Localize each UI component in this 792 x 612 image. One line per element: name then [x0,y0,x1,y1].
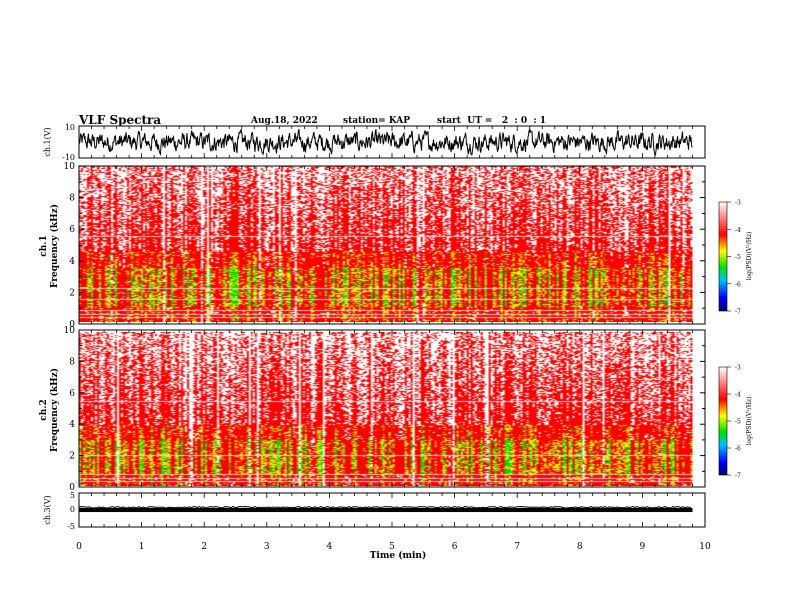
x-tick-label: 4 [327,542,333,552]
ch2-spec-ytick-label: 6 [69,389,75,399]
x-tick-label: 7 [514,542,520,552]
colorbar-ch2-tick-label: -7 [735,473,741,480]
x-axis-label: Time (min) [370,550,427,561]
colorbar-ch2-tick-label: -5 [735,419,741,426]
ch1-spectrogram [79,166,693,322]
ch3-trace [79,507,693,513]
ch3-ytick-bottom: -5 [67,522,75,531]
ch3-ytick-top: 5 [70,491,75,500]
chart-title: VLF Spectra [79,113,162,127]
ch1-spec-ytick-label: 4 [69,257,75,267]
colorbar-ch2-label: log(PSD)(V²/Hz) [746,397,753,446]
ch2-spec-ylabel-line2: Frequency (kHz) [49,368,60,452]
ch2-spectrogram [79,332,693,486]
ch2-spec-ytick-label: 0 [69,483,75,493]
ch1-ytick-bottom: -10 [62,153,75,162]
colorbar-ch2-tick-label: -4 [735,392,741,399]
station-label: station= KAP [343,116,411,126]
ch2-spec-ytick-label: 2 [69,452,75,462]
ch1-ylabel: ch.1(V) [43,127,52,156]
ch2-spec-ytick-label: 10 [64,326,76,336]
ch1-spec-ylabel-line2: Frequency (kHz) [49,204,60,288]
ch2-spec-ylabel-line1: ch.2 [39,399,49,420]
start-time-label: start UT = 2 : 0 : 1 [437,116,547,126]
x-tick-label: 1 [139,542,145,552]
colorbar-ch1-tick-label: -6 [735,281,741,288]
ch3-ytick-mid: 0 [70,505,75,514]
ch3-ylabel: ch.3(V) [43,495,52,524]
x-tick-label: 2 [201,542,207,552]
colorbar-ch1-label: log(PSD)(V²/Hz) [746,232,753,281]
x-tick-label: 5 [389,542,395,552]
ch2-spectrogram-panel: 0 2 4 6 8 10 ch.2 Frequency (kHz) [39,326,706,493]
ch1-spec-ytick-label: 8 [69,194,75,204]
ch1-waveform-panel: 10 -10 ch.1(V) [43,123,706,162]
x-tick-label: 0 [76,542,82,552]
x-axis: 0 1 2 3 4 5 6 7 8 9 10 [76,126,711,552]
colorbar-ch1-tick-label: -7 [735,309,741,316]
ch1-spec-ytick-label: 0 [69,320,75,330]
ch1-trace [78,129,693,157]
ch1-spec-ytick-label: 2 [69,288,75,298]
ch1-spec-ylabel-line1: ch.1 [39,235,49,256]
x-tick-label: 10 [699,542,711,552]
date-label: Aug.18, 2022 [251,116,318,126]
ch1-ytick-top: 10 [65,123,75,132]
colorbar-ch1-tick-label: -3 [735,200,741,207]
ch1-spec-ytick-label: 6 [69,225,75,235]
ch2-spec-ytick-label: 4 [69,420,75,430]
ch2-spec-ytick-label: 8 [69,357,75,367]
colorbar-ch2-tick-label: -3 [735,365,741,372]
ch3-waveform-panel: 5 0 -5 ch.3(V) [43,491,706,531]
colorbar-ch1: -3 -4 -5 -6 -7 log(PSD)(V²/Hz) [718,200,753,316]
x-tick-label: 9 [640,542,646,552]
x-tick-label: 6 [452,542,458,552]
colorbar-ch1-tick-label: -5 [735,254,741,261]
colorbar-ch2: -3 -4 -5 -6 -7 log(PSD)(V²/Hz) [718,365,753,480]
colorbar-ch1-tick-label: -4 [735,227,741,234]
colorbar-ch2-tick-label: -6 [735,446,741,453]
ch1-spectrogram-panel: 0 2 4 6 8 10 ch.1 Frequency (kHz) [39,162,706,330]
x-tick-label: 3 [264,542,270,552]
ch1-spec-ytick-label: 10 [64,162,76,172]
x-tick-label: 8 [577,542,583,552]
